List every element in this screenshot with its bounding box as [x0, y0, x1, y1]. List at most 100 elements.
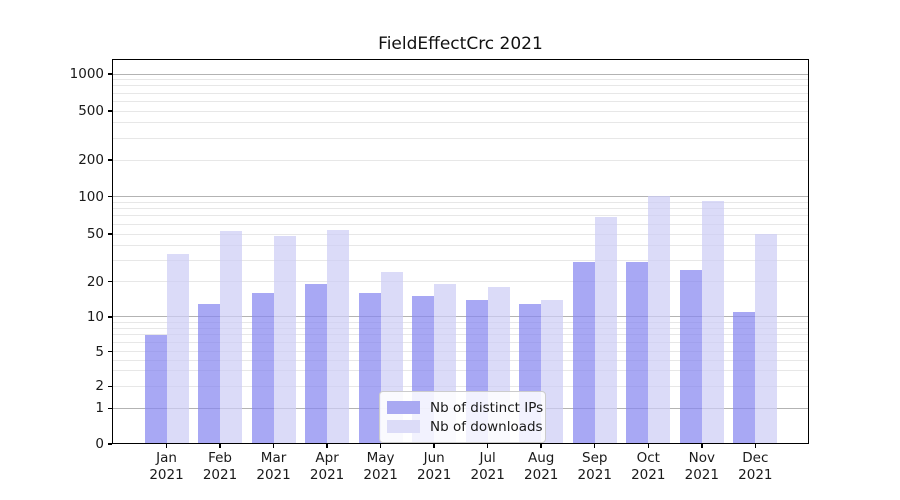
x-tick-mark [540, 444, 542, 448]
y-tick-label: 1 [95, 400, 104, 417]
x-tick-mark [379, 444, 382, 448]
minor-gridline [113, 85, 808, 87]
legend-label-downloads: Nb of downloads [430, 418, 543, 435]
x-tick-mark [272, 444, 275, 448]
x-tick-label: Sep 2021 [577, 450, 612, 483]
minor-gridline [113, 359, 808, 361]
y-tick-mark [108, 443, 112, 445]
minor-gridline [113, 79, 808, 81]
major-gridline [113, 316, 808, 318]
x-tick-label: Mar 2021 [256, 450, 291, 483]
bar-distinct-ips-feb-2021 [198, 303, 221, 444]
bar-distinct-ips-nov-2021 [679, 270, 702, 444]
bar-downloads-feb-2021 [220, 230, 243, 444]
bar-downloads-aug-2021 [541, 299, 564, 444]
y-tick-mark [108, 110, 112, 112]
x-tick-label: Jul 2021 [470, 450, 505, 483]
bar-distinct-ips-oct-2021 [626, 262, 649, 444]
minor-gridline [113, 260, 808, 262]
minor-gridline [113, 223, 808, 225]
minor-gridline [113, 159, 808, 161]
x-tick-label: May 2021 [363, 450, 398, 483]
minor-gridline [113, 233, 808, 235]
minor-gridline [113, 100, 808, 102]
x-tick-label: Oct 2021 [631, 450, 666, 483]
y-tick-label: 5 [95, 343, 104, 360]
minor-gridline [113, 342, 808, 344]
minor-gridline [113, 215, 808, 217]
major-gridline [113, 196, 808, 198]
minor-gridline [113, 351, 808, 353]
y-tick-label: 200 [78, 152, 104, 168]
y-tick-label: 20 [86, 273, 104, 290]
x-tick-mark [647, 444, 650, 448]
minor-gridline [113, 385, 808, 387]
y-tick-mark [108, 159, 112, 161]
y-tick-mark [108, 233, 112, 235]
legend-item-downloads: Nb of downloads [387, 417, 543, 436]
legend-label-distinct-ips: Nb of distinct IPs [430, 399, 544, 416]
x-tick-mark [326, 444, 328, 448]
x-tick-mark [486, 444, 489, 448]
x-tick-mark [754, 444, 757, 448]
bar-downloads-nov-2021 [701, 200, 724, 444]
x-tick-mark [219, 444, 221, 448]
chart-title: FieldEffectCrc 2021 [378, 34, 543, 54]
y-tick-label: 50 [86, 226, 104, 242]
y-tick-mark [108, 350, 112, 353]
bar-downloads-sep-2021 [594, 217, 617, 444]
y-tick-mark [108, 407, 112, 410]
x-tick-label: Dec 2021 [738, 450, 773, 483]
bar-distinct-ips-sep-2021 [572, 262, 595, 444]
minor-gridline [113, 122, 808, 124]
bar-distinct-ips-apr-2021 [305, 284, 328, 444]
bar-distinct-ips-jan-2021 [144, 334, 167, 444]
minor-gridline [113, 92, 808, 94]
minor-gridline [113, 201, 808, 203]
x-tick-label: Jan 2021 [149, 450, 184, 483]
bar-downloads-mar-2021 [273, 236, 296, 444]
minor-gridline [113, 321, 808, 323]
x-tick-mark [701, 444, 703, 448]
legend-swatch-distinct-ips [387, 401, 420, 414]
bar-distinct-ips-may-2021 [358, 293, 381, 444]
y-tick-label: 0 [95, 436, 104, 452]
y-tick-label: 2 [95, 378, 104, 395]
minor-gridline [113, 334, 808, 336]
x-tick-mark [165, 444, 168, 448]
y-tick-label: 1000 [69, 66, 104, 82]
bar-downloads-jan-2021 [166, 254, 189, 444]
x-tick-label: Jun 2021 [416, 450, 452, 483]
x-tick-label: Aug 2021 [524, 450, 559, 483]
x-tick-label: Nov 2021 [684, 450, 719, 483]
y-tick-mark [108, 385, 112, 388]
bar-downloads-oct-2021 [648, 196, 671, 444]
y-tick-label: 500 [78, 103, 104, 119]
minor-gridline [113, 281, 808, 283]
minor-gridline [113, 110, 808, 112]
x-tick-label: Apr 2021 [309, 450, 345, 483]
bar-distinct-ips-dec-2021 [733, 312, 756, 444]
bar-distinct-ips-mar-2021 [251, 293, 274, 444]
y-tick-mark [108, 280, 112, 283]
y-tick-label: 100 [78, 188, 104, 205]
legend-item-distinct-ips: Nb of distinct IPs [387, 398, 543, 417]
minor-gridline [113, 208, 808, 210]
x-tick-mark [593, 444, 596, 448]
legend-swatch-downloads [387, 420, 420, 433]
minor-gridline [113, 327, 808, 329]
minor-gridline [113, 370, 808, 372]
minor-gridline [113, 245, 808, 247]
y-tick-mark [108, 73, 112, 75]
x-tick-mark [433, 444, 435, 448]
minor-gridline [113, 137, 808, 139]
y-tick-mark [108, 195, 112, 198]
x-tick-label: Feb 2021 [202, 450, 238, 483]
bar-downloads-dec-2021 [755, 234, 778, 444]
major-gridline [113, 73, 808, 75]
y-tick-mark [108, 316, 112, 318]
y-tick-label: 10 [86, 308, 104, 325]
bar-downloads-apr-2021 [327, 229, 350, 444]
legend: Nb of distinct IPs Nb of downloads [379, 391, 546, 443]
